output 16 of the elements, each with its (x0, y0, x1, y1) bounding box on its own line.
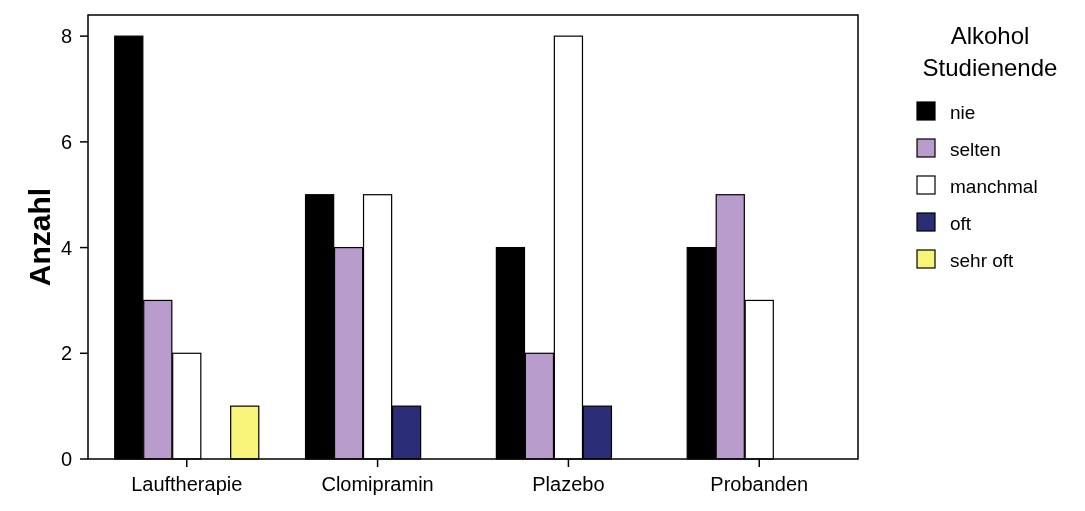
y-tick-label: 8 (60, 25, 72, 48)
legend-title: Alkohol Studienende (922, 22, 1058, 81)
legend-label: nie (950, 101, 976, 123)
y-tick-label: 6 (60, 130, 72, 153)
x-tick-label: Probanden (710, 473, 809, 495)
legend-label: selten (950, 138, 1001, 160)
y-tick-label: 0 (60, 448, 72, 470)
legend-label: sehr oft (950, 249, 1015, 271)
x-tick-label: Clomipramin (321, 473, 434, 495)
y-tick-label: 2 (60, 342, 72, 365)
legend-label: oft (950, 212, 972, 234)
y-tick-label: 4 (60, 236, 72, 259)
legend-label: manchmal (950, 175, 1038, 197)
x-tick-label: Lauftherapie (131, 473, 243, 495)
x-tick-label: Plazebo (532, 473, 605, 495)
y-axis-title: Anzahl (23, 187, 56, 287)
